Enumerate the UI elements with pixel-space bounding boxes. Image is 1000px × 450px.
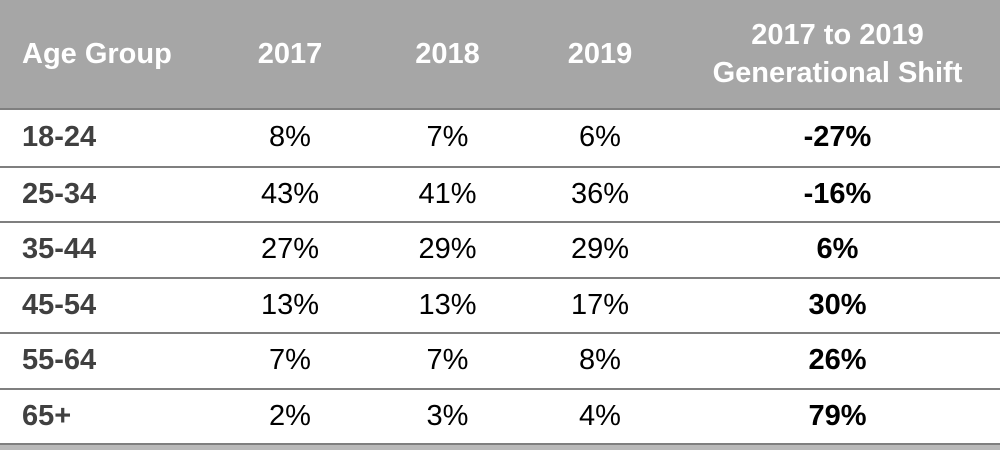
value-2018-cell: 29% xyxy=(418,233,477,266)
table-row: 18-24 8% 7% 6% -27% xyxy=(0,110,1000,166)
shift-cell: -27% xyxy=(803,121,872,154)
shift-cell: 79% xyxy=(808,399,867,432)
shift-cell: 26% xyxy=(808,344,867,377)
header-2019: 2019 xyxy=(567,37,633,70)
value-2019-cell: 17% xyxy=(570,288,630,321)
value-2018-cell: 7% xyxy=(426,344,469,377)
table-row: 35-44 27% 29% 29% 6% xyxy=(0,221,1000,277)
value-2017-cell: 27% xyxy=(260,233,320,266)
shift-cell: 6% xyxy=(816,233,859,266)
value-2019-cell: 29% xyxy=(570,233,630,266)
header-age-group: Age Group xyxy=(22,37,172,70)
value-2019-cell: 6% xyxy=(579,121,621,154)
table-row: 45-54 13% 13% 17% 30% xyxy=(0,276,1000,332)
value-2018-cell: 7% xyxy=(426,121,469,154)
age-group-cell: 25-34 xyxy=(22,177,97,210)
value-2017-cell: 13% xyxy=(260,288,320,321)
value-2017-cell: 7% xyxy=(269,344,311,377)
header-generational-shift: 2017 to 2019 Generational Shift xyxy=(675,0,1000,108)
table-row: 55-64 7% 7% 8% 26% xyxy=(0,332,1000,388)
value-2019-cell: 4% xyxy=(579,399,621,432)
age-group-cell: 18-24 xyxy=(22,121,97,154)
shift-cell: -16% xyxy=(803,177,872,210)
age-group-cell: 55-64 xyxy=(22,344,97,377)
bottom-partial-row xyxy=(0,443,1000,450)
value-2018-cell: 13% xyxy=(418,288,477,321)
value-2017-cell: 43% xyxy=(260,177,320,210)
value-2017-cell: 8% xyxy=(269,121,311,154)
header-generational-shift-line2: Generational Shift xyxy=(712,57,963,89)
header-generational-shift-line1: 2017 to 2019 xyxy=(751,19,924,51)
table-row: 65+ 2% 3% 4% 79% xyxy=(0,387,1000,443)
age-group-cell: 65+ xyxy=(22,399,72,432)
value-2019-cell: 8% xyxy=(579,344,621,377)
age-group-cell: 45-54 xyxy=(22,288,97,321)
table-header-row: Age Group 2017 2018 2019 2017 to 2019 Ge… xyxy=(0,0,1000,110)
header-2018: 2018 xyxy=(415,37,480,70)
header-2017: 2017 xyxy=(257,37,323,70)
value-2017-cell: 2% xyxy=(269,399,311,432)
age-group-cell: 35-44 xyxy=(22,233,97,266)
value-2019-cell: 36% xyxy=(570,177,630,210)
value-2018-cell: 41% xyxy=(418,177,477,210)
value-2018-cell: 3% xyxy=(426,399,469,432)
shift-cell: 30% xyxy=(808,288,867,321)
table-row: 25-34 43% 41% 36% -16% xyxy=(0,165,1000,221)
